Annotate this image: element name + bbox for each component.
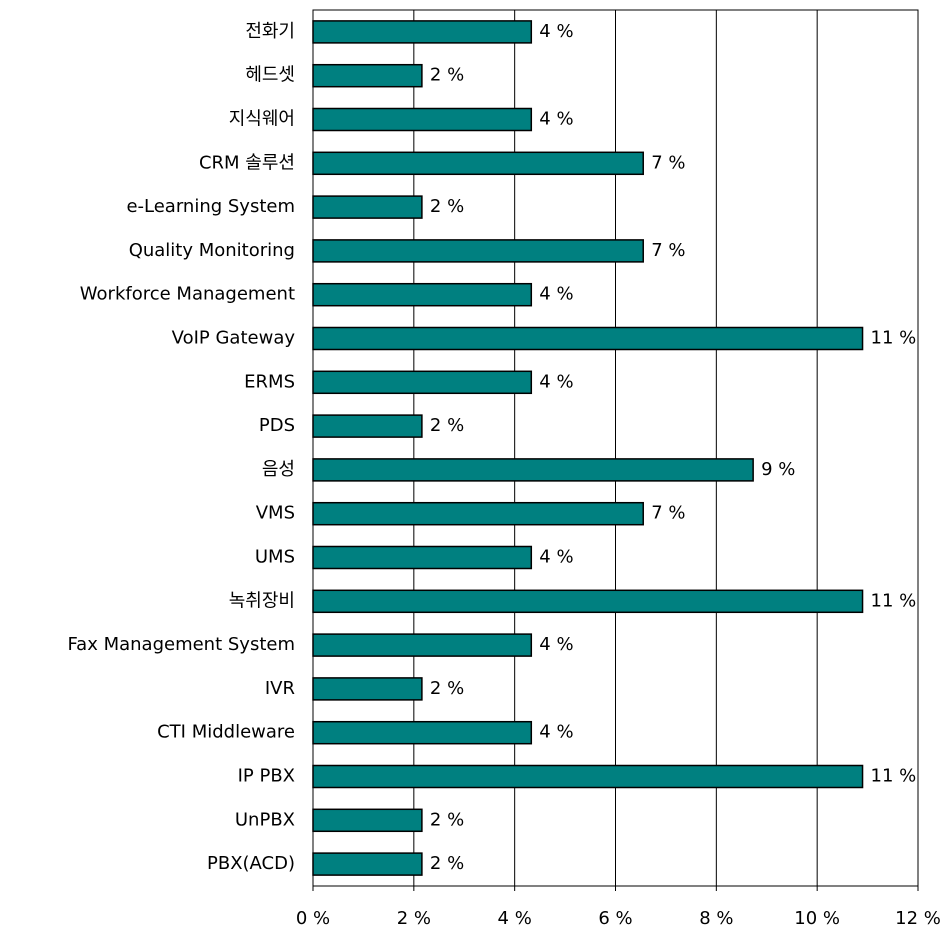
y-tick-label: Quality Monitoring xyxy=(129,240,295,261)
y-tick-label: UnPBX xyxy=(235,809,295,830)
x-tick-label: 12 % xyxy=(895,908,941,929)
y-tick-label: VoIP Gateway xyxy=(172,328,296,349)
y-tick-label: CTI Middleware xyxy=(157,722,295,743)
value-label: 2 % xyxy=(430,65,464,86)
bar xyxy=(312,764,864,789)
value-label: 7 % xyxy=(651,152,685,173)
y-tick-label: PDS xyxy=(259,415,295,436)
bar xyxy=(312,852,423,876)
bar xyxy=(312,677,423,701)
value-label: 2 % xyxy=(430,196,464,217)
x-tick-label: 4 % xyxy=(498,908,532,929)
bar xyxy=(312,63,423,88)
value-label: 2 % xyxy=(430,853,464,874)
x-tick-label: 2 % xyxy=(397,908,431,929)
value-label: 4 % xyxy=(539,722,573,743)
value-label: 4 % xyxy=(539,284,573,305)
y-tick-label: 녹취장비 xyxy=(229,590,295,611)
y-tick-label: CRM 솔루션 xyxy=(199,152,295,173)
value-label: 4 % xyxy=(539,109,573,130)
y-tick-label: VMS xyxy=(256,503,295,524)
bar xyxy=(312,501,644,526)
y-tick-label: 헤드셋 xyxy=(245,65,295,86)
y-tick-label: Fax Management System xyxy=(67,634,295,655)
y-tick-label: PBX(ACD) xyxy=(207,853,295,874)
y-tick-label: Workforce Management xyxy=(80,284,295,305)
bar xyxy=(312,589,864,614)
value-label: 11 % xyxy=(871,328,917,349)
bar xyxy=(312,195,423,219)
bar xyxy=(312,239,644,263)
value-label: 11 % xyxy=(871,590,917,611)
value-label: 2 % xyxy=(430,809,464,830)
y-tick-label: IVR xyxy=(265,678,295,699)
bar xyxy=(312,282,533,307)
bar xyxy=(312,720,533,745)
y-tick-label: ERMS xyxy=(244,371,295,392)
value-label: 4 % xyxy=(539,21,573,42)
value-label: 7 % xyxy=(651,240,685,261)
y-tick-label: 지식웨어 xyxy=(229,109,295,130)
bar xyxy=(312,151,644,176)
value-label: 7 % xyxy=(651,503,685,524)
y-tick-label: IP PBX xyxy=(238,766,295,787)
bar xyxy=(312,545,533,570)
x-tick-label: 6 % xyxy=(598,908,632,929)
x-tick-label: 0 % xyxy=(296,908,330,929)
y-tick-label: 음성 xyxy=(262,459,295,480)
value-label: 9 % xyxy=(761,459,795,480)
y-tick-label: 전화기 xyxy=(245,21,295,42)
bar xyxy=(312,20,533,44)
bar xyxy=(312,326,864,351)
y-tick-label: e-Learning System xyxy=(126,196,295,217)
value-label: 4 % xyxy=(539,547,573,568)
value-label: 4 % xyxy=(539,371,573,392)
value-label: 11 % xyxy=(871,766,917,787)
value-label: 4 % xyxy=(539,634,573,655)
bar xyxy=(312,414,423,438)
bar xyxy=(312,107,533,132)
bar xyxy=(312,458,754,482)
value-label: 2 % xyxy=(430,678,464,699)
x-tick-label: 8 % xyxy=(699,908,733,929)
bar xyxy=(312,808,423,833)
bar xyxy=(312,633,533,657)
bar xyxy=(312,370,533,395)
value-label: 2 % xyxy=(430,415,464,436)
y-tick-label: UMS xyxy=(255,547,295,568)
x-tick-label: 10 % xyxy=(794,908,840,929)
